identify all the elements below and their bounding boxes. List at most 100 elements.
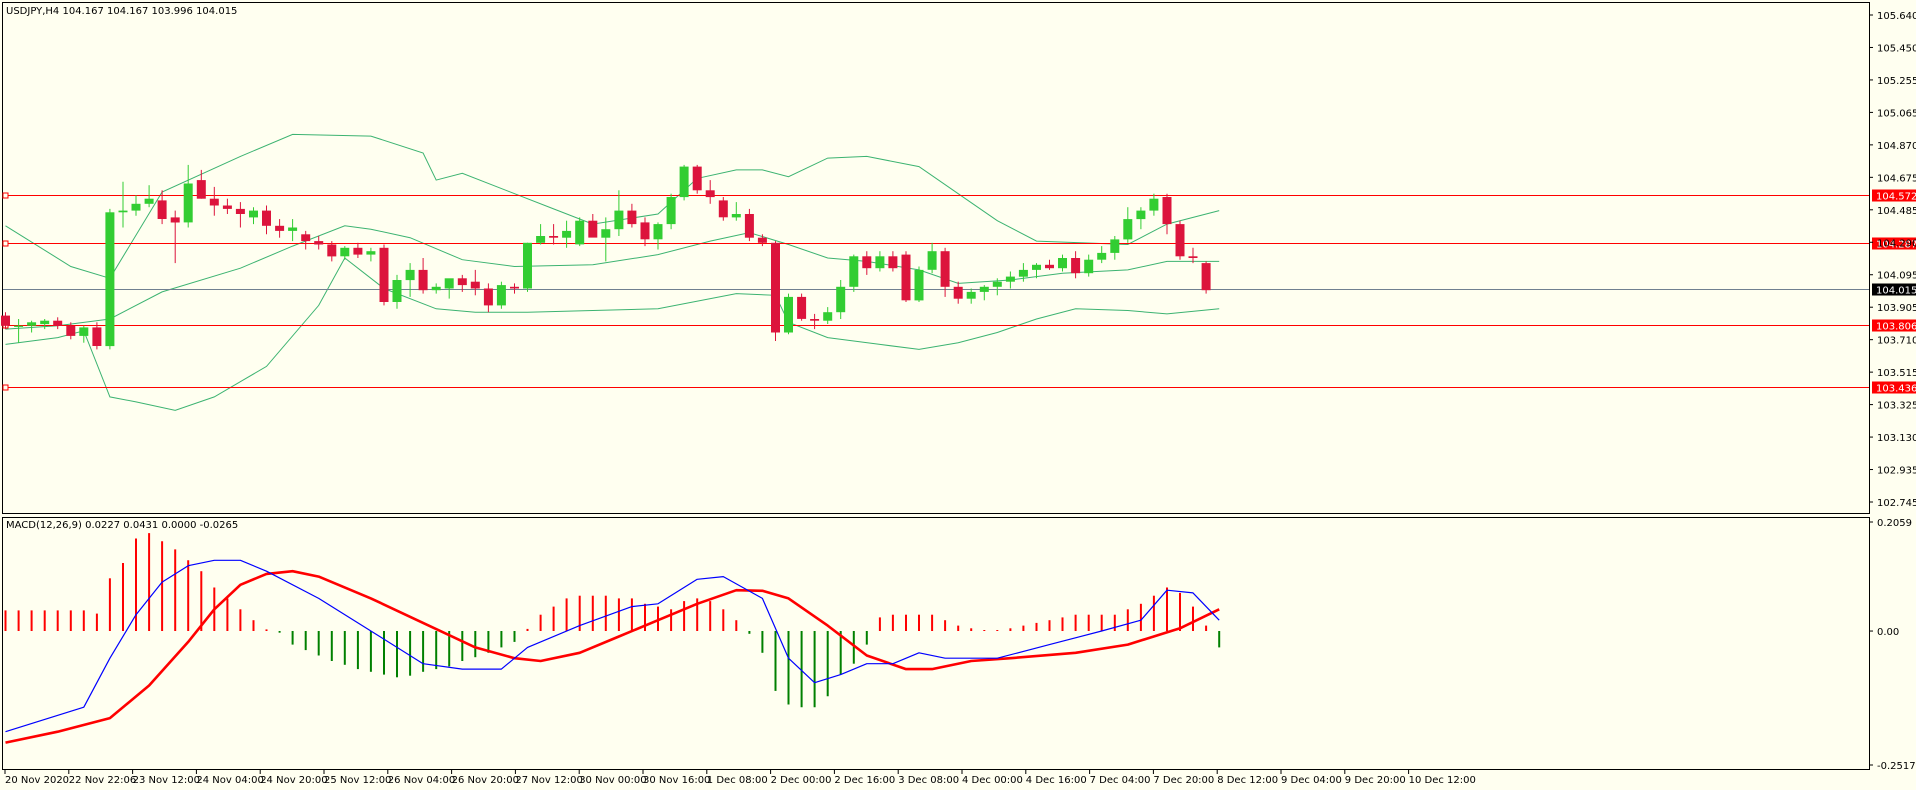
price-axis-label: 105.065	[1877, 108, 1916, 119]
price-level-badge-label: 103.806	[1876, 322, 1916, 333]
candle-bear	[1045, 264, 1054, 269]
price-axis-label: 104.290	[1877, 238, 1916, 249]
candle-bull	[562, 230, 572, 238]
candle-bull	[431, 286, 441, 291]
price-level-badge-label: 103.436	[1876, 384, 1916, 395]
time-axis-label: 9 Dec 20:00	[1345, 775, 1406, 786]
candle-bear	[1175, 224, 1185, 257]
time-axis-label: 7 Dec 04:00	[1090, 775, 1151, 786]
macd-histogram	[4, 533, 1221, 708]
candle-bull	[1032, 264, 1041, 270]
price-panel-frame	[2, 2, 1870, 514]
candle-bull	[614, 210, 624, 230]
time-axis-label: 4 Dec 00:00	[962, 775, 1023, 786]
candle-bear	[1, 315, 10, 326]
candle-bear	[327, 244, 337, 257]
bollinger-upper-band	[5, 133, 1220, 279]
candle-bear	[510, 286, 519, 289]
candle-bear	[862, 256, 872, 269]
time-axis-label: 4 Dec 16:00	[1026, 775, 1087, 786]
price-axis-label: 104.870	[1877, 141, 1916, 152]
candle-bear	[627, 210, 637, 225]
candle-bull	[823, 312, 833, 321]
candle-bull	[979, 286, 989, 292]
candle-bull	[27, 322, 37, 326]
candle-bear	[157, 200, 167, 219]
candle-bear	[757, 237, 767, 243]
price-level-badge	[1872, 319, 1916, 332]
time-axis-label: 8 Dec 12:00	[1217, 775, 1278, 786]
price-level-badge-label: 104.287	[1876, 240, 1916, 251]
candle-bull	[366, 251, 376, 255]
time-axis-label: 26 Nov 04:00	[388, 775, 455, 786]
candle-bull	[875, 256, 885, 269]
candle-bull	[731, 214, 741, 218]
candle-bull	[575, 220, 585, 245]
candle-bear	[718, 200, 728, 218]
time-axis-label: 7 Dec 20:00	[1153, 775, 1214, 786]
candle-bull	[849, 256, 859, 287]
macd-axis-label: -0.2517	[1877, 761, 1916, 772]
time-axis-label: 22 Nov 22:06	[69, 775, 136, 786]
candle-bear	[196, 180, 206, 199]
candle-bear	[1071, 258, 1081, 274]
candle-bull	[183, 183, 193, 223]
price-axis-label: 104.675	[1877, 173, 1916, 184]
price-axis-label: 103.325	[1877, 401, 1916, 412]
time-axis-label: 24 Nov 04:00	[196, 775, 263, 786]
candle-bear	[235, 208, 245, 214]
candle-bull	[1005, 276, 1015, 282]
price-panel[interactable]: 104.572 104.287 103.806 103.436 104.015 USDJ…	[1, 2, 1916, 514]
price-axis-label: 103.905	[1877, 303, 1916, 314]
time-axis-label: 2 Dec 16:00	[834, 775, 895, 786]
candle-bull	[392, 280, 402, 302]
time-axis-label: 1 Dec 08:00	[707, 775, 768, 786]
time-axis-label: 2 Dec 00:00	[771, 775, 832, 786]
time-axis-label: 23 Nov 12:00	[133, 775, 200, 786]
candle-bull	[601, 229, 611, 238]
price-axis-label: 104.095	[1877, 271, 1916, 282]
candle-bear	[640, 222, 650, 240]
price-axis-label: 102.745	[1877, 498, 1916, 509]
candle-bull	[536, 236, 546, 243]
candle-bull	[1084, 259, 1094, 274]
time-axis-label: 30 Nov 16:00	[643, 775, 710, 786]
time-axis-label: 3 Dec 08:00	[898, 775, 959, 786]
price-level-badge	[1872, 237, 1916, 250]
candle-bull	[523, 242, 532, 289]
candle-bull	[444, 278, 454, 289]
macd-axis-label: 0.2059	[1877, 518, 1912, 529]
macd-signal-line	[5, 569, 1220, 744]
candle-bear	[940, 251, 950, 287]
macd-panel[interactable]: MACD(12,26,9) 0.0227 0.0431 0.0000 -0.02…	[2, 517, 1870, 770]
time-axis-label: 20 Nov 2020	[5, 775, 69, 786]
price-level-badge-label: 104.572	[1876, 192, 1916, 203]
macd-lines	[5, 559, 1220, 744]
candle-bear	[1162, 197, 1172, 225]
time-axis-label: 24 Nov 20:00	[260, 775, 327, 786]
candle-bear	[1201, 263, 1211, 291]
price-axis-label: 104.485	[1877, 206, 1916, 217]
candle-bear	[692, 166, 702, 191]
candle-bear	[379, 247, 389, 302]
candle-bull	[784, 296, 793, 333]
candle-bear	[744, 214, 754, 238]
horizontal-levels[interactable]: 104.572 104.287 103.806 103.436 104.015	[2, 189, 1916, 395]
candle-bear	[66, 325, 76, 336]
candlesticks	[1, 164, 1211, 350]
candle-bear	[470, 281, 480, 289]
candle-bull	[14, 325, 24, 327]
candle-bull	[79, 327, 89, 336]
candle-bull	[288, 227, 298, 231]
candle-bear	[314, 241, 324, 245]
candle-bear	[170, 217, 180, 223]
price-axis-label: 103.515	[1877, 368, 1916, 379]
candle-bull	[1149, 198, 1159, 211]
candle-bull	[653, 224, 663, 240]
candle-bull	[836, 286, 846, 313]
candle-bull	[1097, 252, 1107, 260]
candle-bull	[249, 210, 258, 218]
candle-bull	[144, 198, 154, 204]
